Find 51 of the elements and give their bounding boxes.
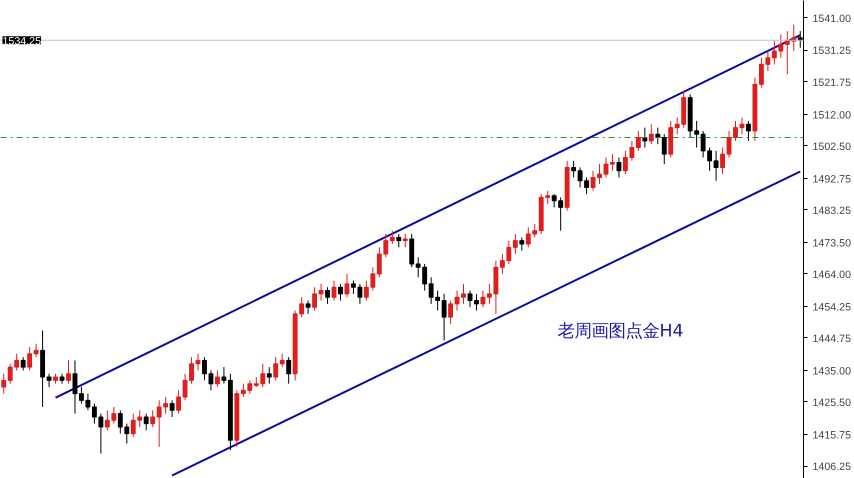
- candlestick: [674, 117, 680, 135]
- candlestick: [214, 370, 220, 388]
- y-tick-label: 1483.25: [812, 204, 852, 217]
- candlestick: [53, 373, 58, 384]
- y-tick-label: 1425.50: [812, 396, 852, 409]
- candlestick: [130, 413, 136, 438]
- y-tick-label: 1492.75: [812, 173, 852, 186]
- y-tick-label: 1406.25: [812, 461, 852, 474]
- candlestick: [648, 124, 654, 145]
- candlestick: [662, 134, 667, 165]
- candlestick: [266, 366, 272, 384]
- candlestick: [746, 120, 751, 142]
- candlestick: [332, 280, 336, 302]
- y-tick-label: 1415.75: [812, 429, 852, 442]
- y-tick-label: 1521.75: [812, 76, 852, 89]
- y-tick-label: 1541.00: [812, 12, 852, 25]
- candlestick: [273, 356, 278, 381]
- annotation: 老周画图点金H4: [557, 322, 684, 342]
- ref-line-label: 1534.25: [2, 35, 42, 48]
- candlestick: [118, 410, 123, 434]
- candlestick: [526, 226, 531, 248]
- candlestick: [20, 356, 26, 371]
- y-tick-label: 1531.25: [812, 45, 852, 58]
- y-tick-label: 1473.50: [812, 237, 852, 250]
- y-tick-label: 1464.00: [812, 268, 852, 281]
- y-tick-label: 1435.00: [812, 365, 852, 378]
- candlestick: [545, 190, 550, 205]
- candlestick: [137, 410, 142, 428]
- candlestick: [306, 300, 311, 314]
- candlestick: [66, 360, 71, 384]
- y-tick-label: 1512.00: [812, 109, 852, 122]
- candlestick: [468, 290, 472, 308]
- y-tick-label: 1444.75: [812, 332, 852, 345]
- candlestick: [1, 373, 6, 394]
- candlestick: [170, 400, 175, 418]
- candlestick: [616, 157, 622, 178]
- candlestick: [286, 356, 292, 384]
- candlestick: [325, 286, 330, 304]
- candlestick: [532, 224, 538, 238]
- y-tick-label: 1502.50: [812, 140, 852, 153]
- candlestick: [60, 373, 64, 384]
- candlestick: [402, 234, 408, 248]
- candlestick: [260, 363, 266, 388]
- candlestick: [144, 413, 149, 431]
- candlestick: [474, 293, 479, 312]
- candlestick: [519, 236, 524, 252]
- candlestick: [344, 273, 350, 298]
- candlestick: [124, 423, 130, 444]
- candlestick: [338, 283, 343, 302]
- candlestick: [512, 234, 518, 254]
- y-tick-label: 1454.25: [812, 301, 852, 314]
